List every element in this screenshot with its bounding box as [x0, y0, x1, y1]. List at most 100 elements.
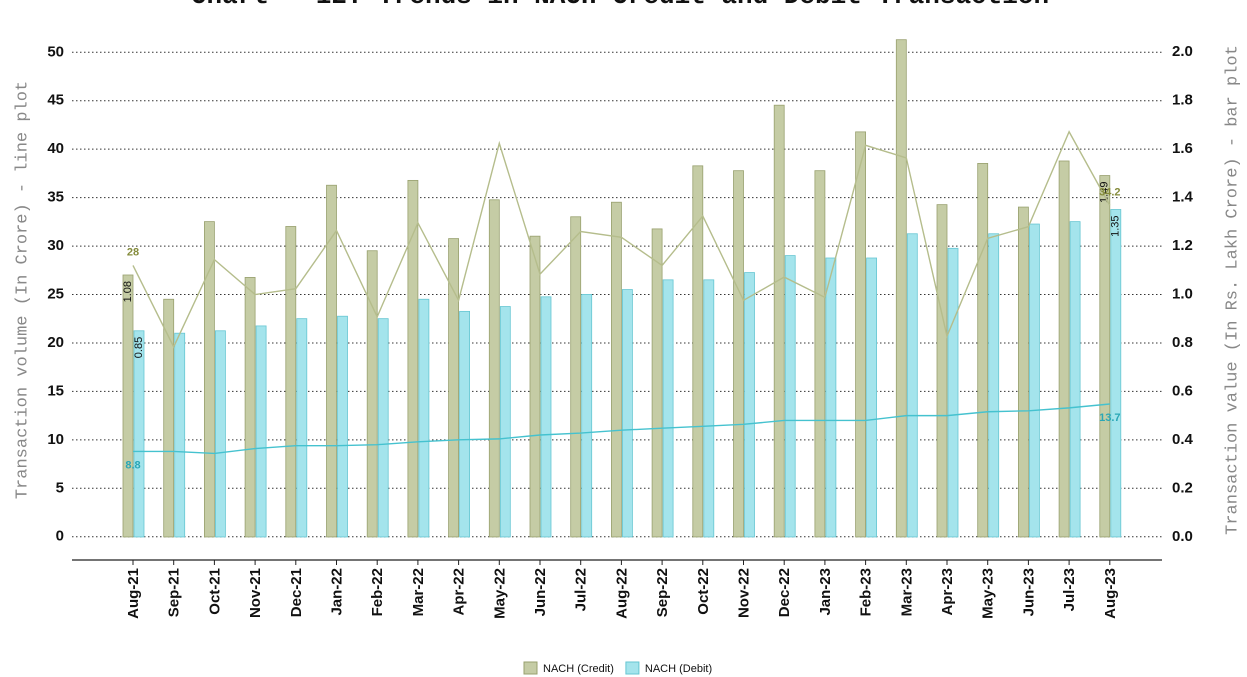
bar: [122, 274, 134, 538]
x-tick-label: Apr-22: [451, 568, 468, 616]
legend-label: NACH (Credit): [543, 663, 614, 675]
line: [133, 403, 1110, 455]
bar: [255, 325, 267, 538]
x-tick-label: Apr-23: [939, 568, 956, 616]
bar: [244, 277, 256, 538]
chart-title: Chart - 12: Trends in NACH Credit and De…: [191, 0, 1049, 11]
y-tick-label: 25: [47, 285, 64, 302]
bar: [459, 310, 471, 538]
bar: [814, 170, 826, 538]
x-tick-label: Dec-21: [288, 568, 305, 617]
bar: [366, 250, 378, 538]
bar: [1058, 160, 1070, 538]
x-tick-label: Aug-23: [1102, 568, 1119, 619]
x-tick-label: Aug-22: [613, 568, 630, 619]
y-tick-label: 15: [47, 382, 64, 399]
bar: [1099, 175, 1111, 538]
line-value-label: 8.8: [125, 459, 140, 471]
x-tick-label: Mar-22: [410, 568, 427, 616]
x-tick-label: May-22: [491, 568, 508, 619]
y-tick-label: 20: [47, 334, 64, 351]
bar: [744, 272, 755, 538]
bar: [448, 238, 460, 538]
bar: [947, 247, 959, 538]
x-tick-label: Jan-23: [817, 568, 834, 616]
line-value-label: 34.2: [1099, 186, 1120, 198]
y2-tick-label: 1.4: [1172, 188, 1194, 205]
legend-label: NACH (Debit): [645, 663, 712, 675]
y-tick-label: 45: [47, 92, 64, 109]
bar: [570, 216, 582, 538]
x-tick-label: Nov-21: [247, 568, 264, 618]
y2-tick-label: 1.6: [1172, 140, 1193, 157]
bar: [529, 235, 541, 538]
x-tick-label: Jan-22: [328, 568, 345, 616]
y2-axis-title: Transaction value (In Rs. Lakh Crore) - …: [1223, 45, 1242, 535]
y-tick-label: 50: [47, 43, 64, 60]
bar-value-label: 1.35: [1110, 215, 1122, 236]
bar: [488, 199, 500, 538]
bar: [174, 332, 186, 538]
bar-value-label: 1.08: [122, 281, 134, 302]
bar: [784, 255, 796, 538]
y-tick-label: 30: [47, 237, 64, 254]
bar: [895, 39, 907, 538]
x-tick-label: Oct-21: [206, 568, 223, 615]
bar: [773, 104, 785, 538]
y2-tick-label: 0.8: [1172, 334, 1193, 351]
y2-tick-label: 0.6: [1172, 382, 1193, 399]
bar: [977, 163, 989, 538]
bar: [855, 131, 866, 538]
x-tick-label: Nov-22: [735, 568, 752, 618]
bar-value-label: 1.49: [1099, 182, 1111, 203]
x-tick-label: Jun-22: [532, 568, 549, 616]
x-tick-label: Jul-22: [573, 568, 590, 611]
bar: [825, 257, 837, 538]
x-tick-label: Dec-22: [776, 568, 793, 617]
x-tick-label: Aug-21: [125, 568, 142, 619]
bar: [326, 184, 337, 538]
bar: [1069, 221, 1081, 538]
bar: [285, 226, 297, 538]
bar: [581, 293, 593, 538]
bar: [499, 306, 511, 538]
bar: [1110, 209, 1122, 538]
y-tick-label: 0: [56, 528, 64, 545]
bar: [662, 279, 674, 538]
bar: [703, 279, 715, 538]
y2-tick-label: 1.2: [1172, 237, 1193, 254]
bar: [906, 233, 918, 538]
legend-swatch: [523, 661, 538, 675]
x-tick-label: Feb-22: [369, 568, 386, 616]
y-axis-title: Transaction volume (In Crore) - line plo…: [13, 81, 32, 499]
bar: [936, 204, 948, 538]
y2-tick-label: 2.0: [1172, 43, 1193, 60]
x-tick-label: Sep-22: [654, 568, 671, 617]
line-value-label: 13.7: [1099, 412, 1120, 424]
bar: [418, 298, 430, 538]
y2-tick-label: 1.8: [1172, 91, 1193, 108]
bar: [988, 233, 1000, 538]
x-tick-label: Jul-23: [1061, 568, 1078, 611]
y-tick-label: 40: [47, 140, 64, 157]
bar: [133, 330, 145, 538]
bar-value-label: 0.85: [133, 337, 145, 358]
bar: [1018, 206, 1029, 538]
y2-tick-label: 1.0: [1172, 285, 1193, 302]
y-tick-label: 5: [56, 479, 64, 496]
x-tick-label: Sep-21: [166, 568, 183, 617]
bar: [540, 296, 552, 538]
line-value-label: 28: [127, 246, 139, 258]
bar: [337, 315, 348, 538]
line: [132, 130, 1111, 349]
legend-swatch: [625, 661, 640, 675]
bar: [651, 228, 663, 538]
y2-tick-label: 0.2: [1172, 479, 1193, 496]
bar: [733, 170, 744, 538]
y-tick-label: 10: [47, 431, 64, 448]
bar: [163, 298, 175, 538]
y-tick-label: 35: [47, 189, 64, 206]
bar: [692, 165, 704, 538]
x-tick-label: May-23: [980, 568, 997, 619]
